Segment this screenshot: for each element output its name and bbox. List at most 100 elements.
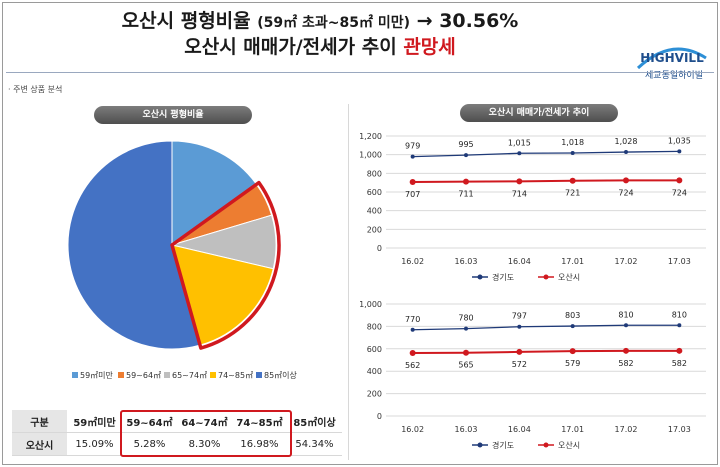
logo-swoosh [636, 47, 707, 70]
data-label: 724 [672, 188, 687, 197]
data-point [516, 178, 523, 185]
y-tick-label: 800 [367, 169, 382, 178]
series-line [412, 150, 680, 158]
pie-panel-title: 오산시 평형비율 [94, 106, 252, 124]
ratio-header-cell: 59㎡미만 [67, 410, 122, 433]
data-label: 979 [405, 142, 420, 151]
ratio-header-cell: 구분 [12, 410, 67, 433]
data-label: 724 [618, 188, 633, 197]
ratio-cell: 오산시 [12, 432, 67, 456]
legend-label: 경기도 [492, 440, 514, 450]
ratio-header-cell: 74~85㎡ [232, 410, 287, 433]
data-label: 780 [458, 314, 473, 323]
series-line [412, 324, 680, 331]
data-point [676, 177, 683, 184]
ratio-header-cell: 59~64㎡ [122, 410, 177, 433]
y-tick-label: 600 [367, 188, 382, 197]
data-point [676, 347, 683, 354]
series-line [412, 179, 680, 184]
data-point [410, 154, 415, 159]
data-label: 707 [405, 190, 420, 199]
data-label: 582 [672, 359, 687, 368]
title2-highlight: 관망세 [403, 36, 456, 58]
legend-swatch [118, 372, 124, 378]
ratio-table-header: 구분 59㎡미만 59~64㎡ 64~74㎡ 74~85㎡ 85㎡이상 [12, 410, 342, 433]
highlight-box [120, 410, 292, 457]
pie-chart: 59㎡미만 59~64㎡ 65~74㎡ 74~85㎡ 85㎡이상 [67, 140, 298, 380]
data-label: 1,018 [561, 138, 584, 147]
data-label: 1,035 [668, 136, 691, 145]
ratio-table: 구분 59㎡미만 59~64㎡ 64~74㎡ 74~85㎡ 85㎡이상 오산시 … [12, 410, 342, 456]
y-tick-label: 0 [377, 412, 382, 421]
legend-label: 85㎡이상 [264, 370, 298, 380]
data-label: 797 [512, 312, 527, 321]
x-tick-label: 16.03 [455, 257, 478, 266]
y-tick-label: 1,200 [359, 132, 382, 141]
x-tick-label: 16.03 [455, 425, 478, 434]
x-tick-label: 16.02 [401, 257, 424, 266]
x-tick-label: 16.02 [401, 425, 424, 434]
data-point [409, 350, 416, 357]
legend-label: 오산시 [558, 272, 580, 282]
header-rule [6, 72, 714, 73]
highvill-logo: HIGHVILL [636, 47, 707, 70]
x-tick-label: 17.03 [668, 257, 691, 266]
data-label: 714 [512, 189, 527, 198]
title-prefix: 오산시 평형비율 [121, 10, 251, 32]
data-point [569, 177, 576, 184]
data-label: 810 [618, 310, 633, 319]
data-point [570, 324, 575, 329]
y-tick-label: 600 [367, 345, 382, 354]
data-point [569, 348, 576, 355]
legend-label: 59~64㎡ [126, 371, 161, 380]
x-tick-label: 16.04 [508, 257, 531, 266]
pie-slice [171, 140, 258, 246]
data-point [409, 179, 416, 186]
x-tick-label: 17.02 [615, 425, 638, 434]
data-point [624, 150, 628, 155]
x-tick-label: 17.01 [561, 257, 584, 266]
y-tick-label: 0 [377, 244, 382, 253]
data-point [623, 347, 629, 354]
data-label: 721 [565, 189, 580, 198]
legend-swatch [210, 372, 216, 378]
legend-marker [543, 442, 549, 448]
pie-highlight-outline [170, 180, 281, 350]
line-chart-top: 0 200 400 600 800 1,000 1,200 16.02 16.03 16.04 17… [359, 132, 706, 282]
legend-swatch [72, 372, 78, 378]
title-range: (59㎡ 초과~85㎡ 미만) [257, 15, 411, 31]
y-tick-label: 400 [367, 367, 382, 376]
legend-label: 74~85㎡ [218, 371, 253, 380]
data-point [623, 177, 629, 184]
ratio-table-row: 오산시 15.09% 5.28% 8.30% 16.98% 54.34% [12, 432, 342, 456]
title-suffix: → 30.56% [416, 10, 519, 32]
legend-label: 65~74㎡ [172, 371, 207, 380]
series-line [412, 349, 680, 355]
y-tick-label: 1,000 [359, 300, 382, 309]
logo-wordmark: HIGHVILL [640, 51, 704, 65]
x-tick-label: 17.03 [668, 425, 691, 434]
legend-swatch [256, 372, 262, 378]
data-point [570, 150, 575, 155]
panel-divider [348, 104, 349, 460]
data-point [517, 151, 522, 156]
logo-subtext: 세교동일하이빌 [645, 71, 703, 81]
data-label: 711 [458, 190, 473, 199]
data-point [516, 348, 523, 355]
x-tick-label: 16.04 [508, 425, 531, 434]
y-tick-label: 200 [367, 390, 382, 399]
section-label: · 주변 상품 분석 [8, 85, 63, 94]
data-label: 562 [405, 361, 420, 370]
legend-label: 59㎡미만 [80, 371, 114, 380]
page-title-line2: 오산시 매매가/전세가 추이 관망세 [0, 32, 640, 59]
pie-slice [67, 140, 201, 350]
data-point [677, 323, 682, 328]
ratio-cell: 54.34% [287, 432, 342, 456]
data-label: 810 [672, 310, 687, 319]
y-tick-label: 400 [367, 207, 382, 216]
data-label: 770 [405, 315, 420, 324]
data-point [410, 327, 415, 332]
y-tick-label: 200 [367, 225, 382, 234]
data-label: 1,015 [508, 138, 531, 147]
